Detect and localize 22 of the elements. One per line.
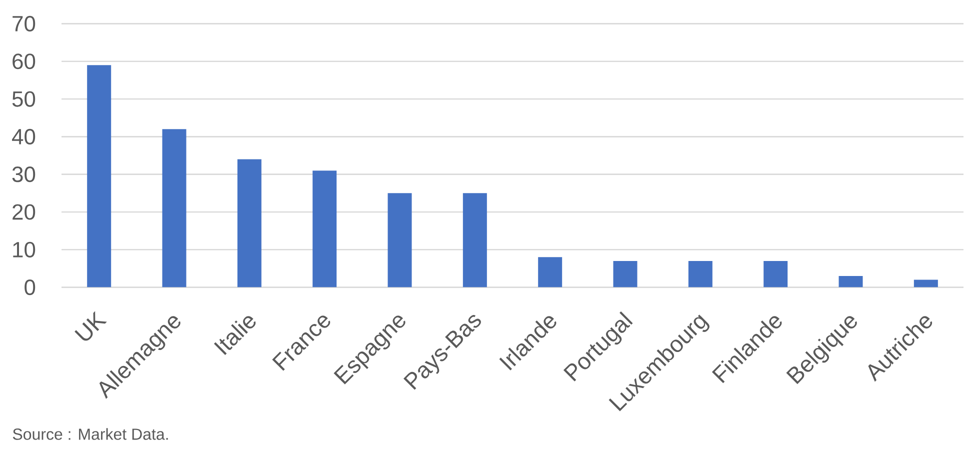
y-tick-label: 50 [12,91,36,107]
source-note: Source : Market Data. [12,428,168,440]
bar [914,280,938,288]
bar [237,159,262,288]
bar [462,193,487,288]
y-tick-label: 10 [13,242,36,258]
y-tick-label: 70 [12,16,36,32]
bar [838,276,863,288]
bar [162,129,186,288]
bar [312,170,337,288]
bar [388,193,412,288]
bar [538,257,562,288]
bar [764,260,788,288]
x-tick-label: Italie [214,316,256,355]
y-tick-label: 40 [12,128,36,144]
y-tick-label: 30 [12,166,36,182]
bar [87,65,112,288]
bar [688,260,712,288]
y-tick-label: 60 [12,54,36,70]
y-tick-label: 0 [24,280,36,296]
bar [613,260,638,288]
y-tick-label: 20 [12,204,36,220]
